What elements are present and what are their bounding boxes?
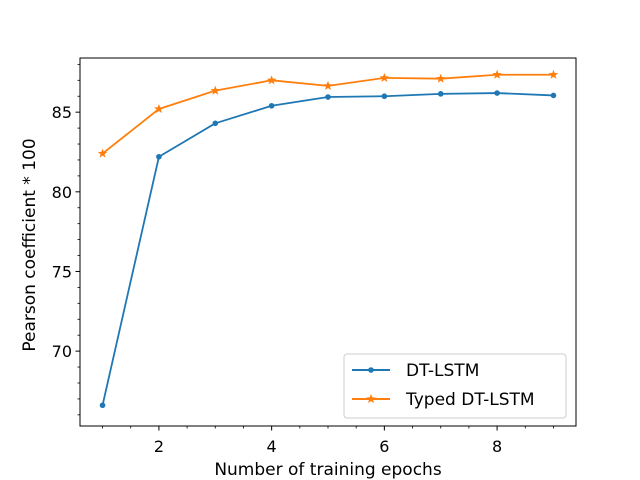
data-point-dt-lstm [494, 90, 500, 96]
data-point-dt-lstm [325, 94, 331, 100]
major-ticks: 70 75 80 85 2 4 6 8 [52, 103, 503, 456]
series-typed-dt-lstm [97, 69, 559, 158]
data-point-typed-dt-lstm [379, 72, 390, 82]
x-tick-label: 8 [492, 437, 502, 456]
legend: DT-LSTM Typed DT-LSTM [343, 353, 567, 419]
plot-frame [79, 57, 577, 427]
x-tick-label: 2 [154, 437, 164, 456]
data-point-typed-dt-lstm [435, 73, 446, 83]
x-tick-label: 4 [267, 437, 277, 456]
data-point-typed-dt-lstm [210, 85, 221, 95]
data-point-dt-lstm [212, 120, 219, 127]
data-point-dt-lstm [550, 92, 557, 99]
legend-label-typed-dt-lstm: Typed DT-LSTM [405, 390, 535, 410]
data-point-dt-lstm [99, 402, 106, 409]
y-tick-label: 80 [52, 183, 72, 202]
series-dt-lstm [99, 90, 557, 409]
data-point-dt-lstm [156, 153, 162, 160]
y-tick-label: 75 [52, 262, 72, 281]
data-point-dt-lstm [381, 93, 388, 100]
y-axis-label: Pearson coefficient * 100 [20, 138, 40, 351]
data-point-typed-dt-lstm [266, 75, 277, 85]
data-point-typed-dt-lstm [492, 69, 502, 79]
data-point-typed-dt-lstm [323, 80, 333, 90]
legend-label-dt-lstm: DT-LSTM [406, 361, 479, 381]
data-point-dt-lstm [268, 102, 275, 109]
x-tick-label: 6 [379, 437, 389, 456]
legend-marker-dt-lstm [368, 367, 374, 373]
x-axis-label: Number of training epochs [214, 460, 442, 480]
data-point-typed-dt-lstm [548, 69, 559, 79]
data-point-dt-lstm [437, 91, 444, 97]
legend-marker-typed-dt-lstm [366, 394, 376, 404]
y-tick-label: 70 [52, 342, 72, 361]
data-point-typed-dt-lstm [154, 103, 164, 114]
series-layer [97, 69, 559, 409]
y-tick-label: 85 [52, 103, 72, 122]
data-point-typed-dt-lstm [97, 148, 108, 158]
legend-box [343, 353, 567, 419]
